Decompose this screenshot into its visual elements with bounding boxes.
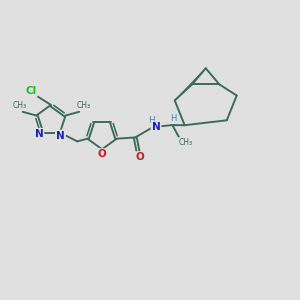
Text: Cl: Cl	[26, 86, 37, 96]
Text: N: N	[34, 129, 43, 139]
Text: H: H	[170, 114, 176, 123]
Text: O: O	[98, 149, 106, 159]
Text: H: H	[148, 116, 155, 125]
Text: CH₃: CH₃	[13, 101, 27, 110]
Text: N: N	[152, 122, 161, 131]
Text: O: O	[135, 152, 144, 162]
Text: CH₃: CH₃	[179, 138, 193, 147]
Text: CH₃: CH₃	[76, 101, 91, 110]
Text: N: N	[56, 131, 65, 141]
